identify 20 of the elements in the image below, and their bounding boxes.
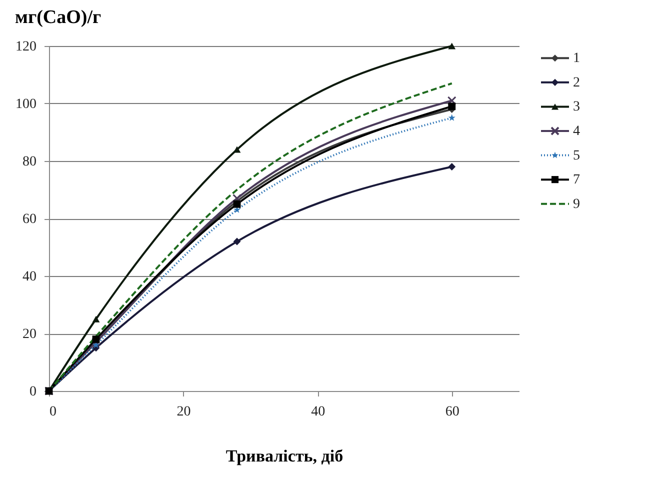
y-tick-label: 120 xyxy=(16,40,36,54)
legend-label: 4 xyxy=(573,124,580,139)
legend-label: 1 xyxy=(573,51,580,66)
legend-label: 3 xyxy=(573,100,580,115)
y-tick-label: 40 xyxy=(22,270,36,284)
y-tick-label: 0 xyxy=(30,384,36,400)
chart-title: мг(CaO)/г xyxy=(15,7,102,28)
y-tick-label: 100 xyxy=(16,97,36,112)
x-tick-label: 0 xyxy=(50,404,56,420)
legend-label: 5 xyxy=(573,148,580,164)
x-tick-label: 20 xyxy=(176,404,191,420)
x-axis-title: Тривалість, діб xyxy=(226,446,344,466)
x-tick-label: 40 xyxy=(311,404,326,420)
x-tick-label: 60 xyxy=(445,404,460,420)
legend-label: 2 xyxy=(573,75,580,90)
y-tick-label: 80 xyxy=(22,154,36,170)
legend-label: 9 xyxy=(573,196,580,212)
y-tick-label: 20 xyxy=(22,327,36,342)
legend-label: 7 xyxy=(573,172,580,188)
y-tick-label: 60 xyxy=(22,212,36,227)
